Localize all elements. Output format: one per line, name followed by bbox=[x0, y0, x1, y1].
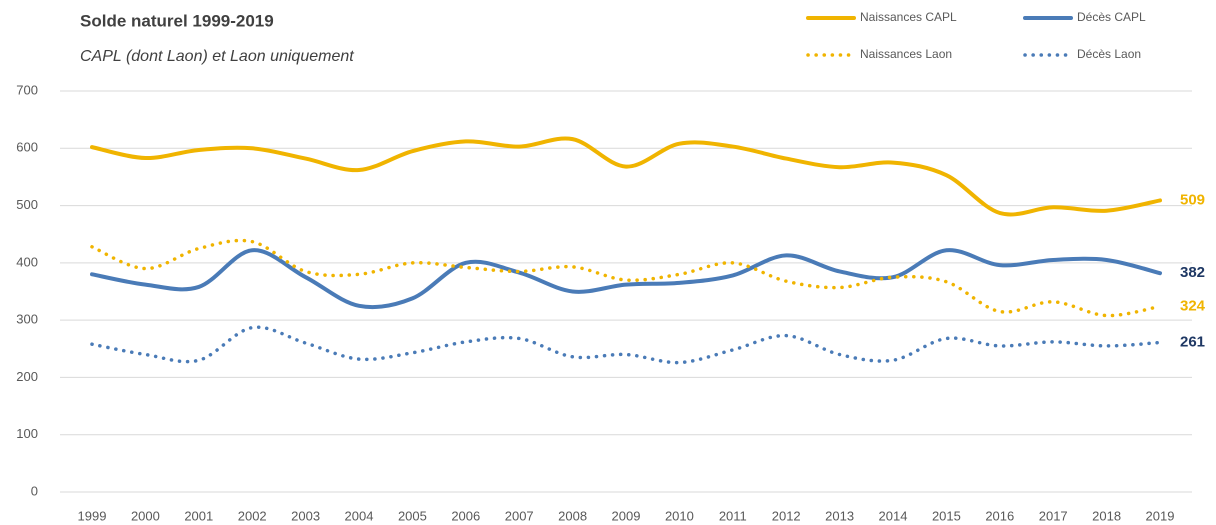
legend-label: Naissances CAPL bbox=[860, 10, 957, 24]
x-tick-label: 2008 bbox=[558, 508, 587, 523]
x-tick-label: 2006 bbox=[451, 508, 480, 523]
legend-label: Décès Laon bbox=[1077, 47, 1141, 61]
data-label: 261 bbox=[1180, 333, 1205, 350]
line-series bbox=[90, 136, 1162, 217]
x-tick-label: 2014 bbox=[879, 508, 908, 523]
x-tick-label: 2012 bbox=[772, 508, 801, 523]
data-label: 509 bbox=[1180, 191, 1205, 208]
y-tick-label: 200 bbox=[16, 369, 38, 384]
x-tick-label: 2004 bbox=[345, 508, 374, 523]
y-tick-label: 600 bbox=[16, 140, 38, 155]
x-tick-label: 2017 bbox=[1039, 508, 1068, 523]
x-tick-label: 1999 bbox=[78, 508, 107, 523]
y-tick-label: 0 bbox=[31, 483, 38, 498]
line-series bbox=[90, 325, 1162, 365]
chart-title: Solde naturel 1999-2019 bbox=[80, 11, 274, 30]
x-tick-label: 2002 bbox=[238, 508, 267, 523]
y-tick-label: 300 bbox=[16, 312, 38, 327]
data-label: 382 bbox=[1180, 264, 1205, 281]
x-tick-label: 2019 bbox=[1146, 508, 1175, 523]
x-tick-label: 2013 bbox=[825, 508, 854, 523]
x-tick-label: 2000 bbox=[131, 508, 160, 523]
chart-subtitle: CAPL (dont Laon) et Laon uniquement bbox=[80, 48, 354, 65]
y-tick-label: 700 bbox=[16, 82, 38, 97]
line-series bbox=[90, 248, 1162, 310]
legend-label: Naissances Laon bbox=[860, 47, 952, 61]
x-tick-label: 2003 bbox=[291, 508, 320, 523]
x-tick-label: 2001 bbox=[184, 508, 213, 523]
x-tick-label: 2016 bbox=[985, 508, 1014, 523]
legend-label: Décès CAPL bbox=[1077, 10, 1146, 24]
x-tick-label: 2005 bbox=[398, 508, 427, 523]
x-tick-label: 2010 bbox=[665, 508, 694, 523]
y-tick-label: 100 bbox=[16, 426, 38, 441]
y-tick-label: 500 bbox=[16, 197, 38, 212]
x-tick-label: 2018 bbox=[1092, 508, 1121, 523]
x-tick-label: 2007 bbox=[505, 508, 534, 523]
x-tick-label: 2015 bbox=[932, 508, 961, 523]
x-tick-label: 2009 bbox=[612, 508, 641, 523]
y-tick-label: 400 bbox=[16, 254, 38, 269]
x-tick-label: 2011 bbox=[719, 508, 747, 523]
data-label: 324 bbox=[1180, 297, 1206, 314]
